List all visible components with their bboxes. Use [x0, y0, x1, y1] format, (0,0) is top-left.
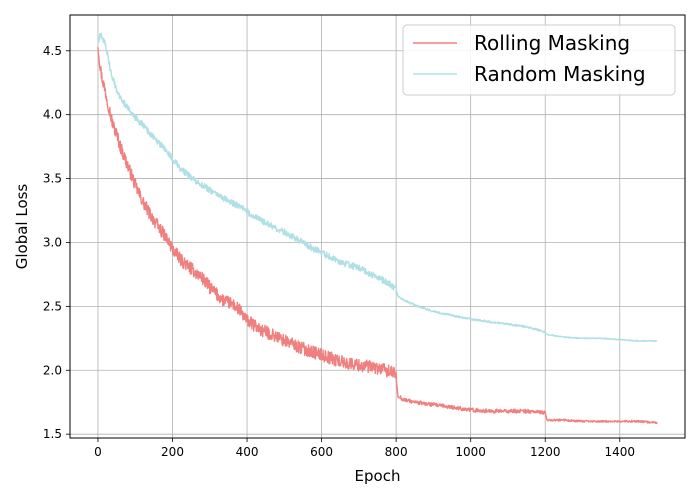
y-axis-ticks: 1.5 2.0 2.5 3.0 3.5 4.0 4.5 [43, 44, 70, 441]
x-tick-label: 1000 [455, 445, 486, 459]
x-tick-label: 0 [94, 445, 102, 459]
x-axis-ticks: 0 200 400 600 800 1000 1200 1400 [94, 438, 635, 459]
x-tick-label: 800 [385, 445, 408, 459]
legend-label-rolling-masking: Rolling Masking [474, 31, 630, 55]
y-tick-label: 2.5 [43, 299, 62, 313]
series-line-random-masking [97, 32, 658, 343]
series-line-rolling-masking [97, 47, 658, 425]
y-tick-label: 4.0 [43, 108, 62, 122]
y-tick-label: 1.5 [43, 427, 62, 441]
x-tick-label: 1400 [604, 445, 635, 459]
x-tick-label: 200 [161, 445, 184, 459]
legend-label-random-masking: Random Masking [474, 62, 646, 86]
y-tick-label: 3.0 [43, 235, 62, 249]
x-axis-label: Epoch [355, 467, 401, 485]
x-tick-label: 400 [236, 445, 259, 459]
legend-box [402, 24, 676, 96]
x-tick-label: 1200 [530, 445, 561, 459]
x-tick-label: 600 [310, 445, 333, 459]
legend: Rolling Masking Random Masking [402, 24, 676, 96]
series-layer [97, 32, 658, 425]
y-tick-label: 4.5 [43, 44, 62, 58]
y-tick-label: 2.0 [43, 363, 62, 377]
plot-frame [69, 14, 686, 439]
y-tick-label: 3.5 [43, 172, 62, 186]
y-axis-label: Global Loss [13, 184, 31, 270]
